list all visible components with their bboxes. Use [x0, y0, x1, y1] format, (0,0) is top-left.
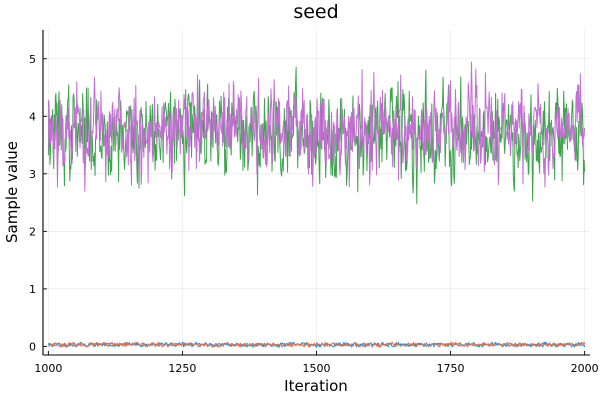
y-tick-label-3: 3 [29, 168, 36, 181]
y-tick-label-4: 4 [29, 110, 36, 123]
x-tick-label-0: 1000 [34, 362, 62, 375]
y-tick-label-2: 2 [29, 225, 36, 238]
series-layer [47, 61, 586, 348]
x-tick-label-4: 2000 [571, 362, 599, 375]
y-tick-label-5: 5 [29, 53, 36, 66]
x-tick-label-1: 1250 [168, 362, 196, 375]
series-line-2 [48, 341, 586, 348]
x-tick-label-2: 1500 [303, 362, 331, 375]
x-ticks: 1000 1250 1500 1750 2000 [34, 351, 599, 375]
series-line-4 [47, 61, 586, 192]
chart-title: seed [293, 1, 338, 23]
y-axis-title: Sample value [3, 141, 21, 243]
x-tick-label-3: 1750 [437, 362, 465, 375]
y-ticks: 0 1 2 3 4 5 [29, 53, 47, 353]
y-tick-label-1: 1 [29, 283, 36, 296]
grid [43, 30, 590, 355]
y-tick-label-0: 0 [29, 340, 36, 353]
x-axis-title: Iteration [284, 377, 348, 395]
